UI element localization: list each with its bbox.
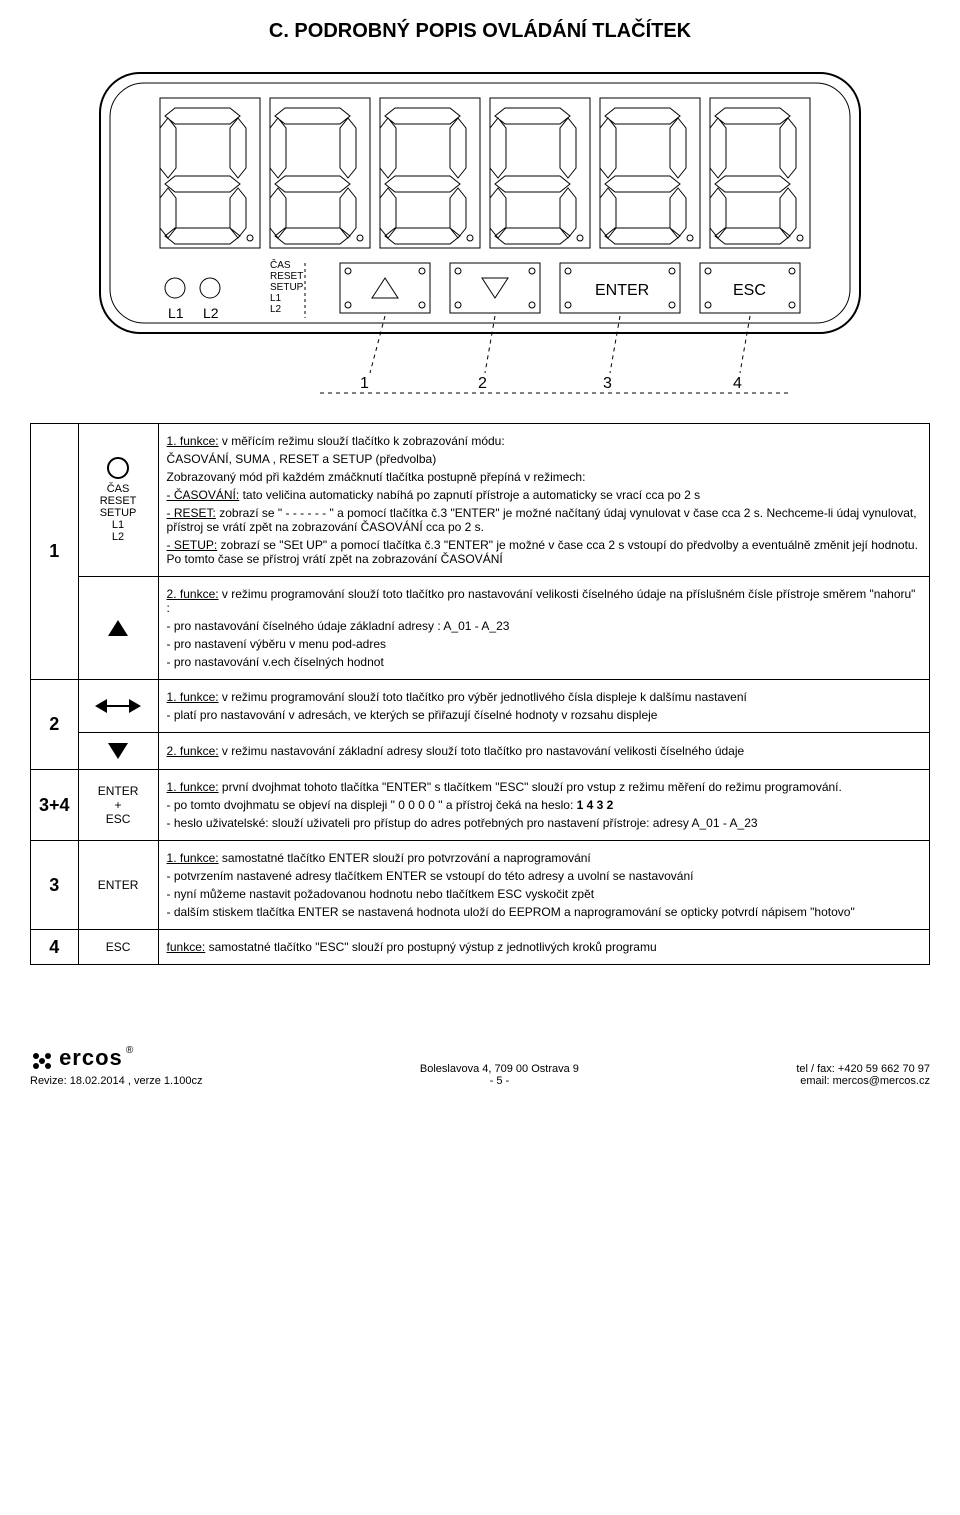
svg-text:ČAS: ČAS	[270, 258, 291, 271]
page-title: C. PODROBNÝ POPIS OVLÁDÁNÍ TLAČÍTEK	[30, 20, 930, 43]
row1-num: 1	[31, 424, 79, 680]
callout-4: 4	[733, 375, 742, 392]
row1-icon-up	[78, 577, 158, 680]
row34-desc: 1. funkce: první dvojhmat tohoto tlačítk…	[158, 770, 929, 841]
row1-desc-b: 2. funkce: v režimu programování slouží …	[158, 577, 929, 680]
footer: ercos ® Revize: 18.02.2014 , verze 1.100…	[30, 1045, 930, 1087]
row4-desc: funkce: samostatné tlačítko "ESC" slouží…	[158, 930, 929, 965]
logo-reg: ®	[126, 1045, 133, 1056]
btn-enter-label: ENTER	[595, 282, 649, 299]
footer-right: tel / fax: +420 59 662 70 97 email: merc…	[796, 1063, 930, 1087]
row2-desc-b: 2. funkce: v režimu nastavování základní…	[158, 733, 929, 770]
svg-text:L2: L2	[270, 304, 282, 315]
row4-num: 4	[31, 930, 79, 965]
row2-icon-down	[78, 733, 158, 770]
footer-email: email: mercos@mercos.cz	[796, 1075, 930, 1087]
row2-desc-a: 1. funkce: v režimu programování slouží …	[158, 680, 929, 733]
row34-num: 3+4	[31, 770, 79, 841]
row1-desc-a: 1. funkce: v měřícím režimu slouží tlačí…	[158, 424, 929, 577]
footer-center: Boleslavova 4, 709 00 Ostrava 9 - 5 -	[420, 1063, 579, 1087]
footer-tel: tel / fax: +420 59 662 70 97	[796, 1063, 930, 1075]
row2-icon-lr	[78, 680, 158, 733]
row1-icon-led: ČAS RESET SETUP L1 L2	[78, 424, 158, 577]
logo-text: ercos	[59, 1045, 123, 1070]
svg-text:RESET: RESET	[270, 271, 303, 282]
callout-2: 2	[478, 375, 487, 392]
button-group: ENTER ESC	[340, 263, 800, 313]
row3-icon: ENTER	[78, 841, 158, 930]
svg-text:L1: L1	[270, 293, 282, 304]
led-l2-label: L2	[203, 305, 219, 321]
row3-desc: 1. funkce: samostatné tlačítko ENTER slo…	[158, 841, 929, 930]
svg-text:SETUP: SETUP	[270, 282, 304, 293]
logo-icon	[30, 1050, 54, 1075]
description-table: 1 ČAS RESET SETUP L1 L2 1. funkce: v měř…	[30, 423, 930, 965]
footer-address: Boleslavova 4, 709 00 Ostrava 9	[420, 1063, 579, 1075]
footer-left: ercos ® Revize: 18.02.2014 , verze 1.100…	[30, 1045, 202, 1087]
callout-3: 3	[603, 375, 612, 392]
side-label: ČAS RESET SETUP L1 L2	[270, 258, 304, 315]
panel-diagram: L1 L2 ČAS RESET SETUP L1 L2 ENTER	[90, 63, 870, 403]
row2-num: 2	[31, 680, 79, 770]
footer-revize: Revize: 18.02.2014 , verze 1.100cz	[30, 1075, 202, 1087]
btn-esc-label: ESC	[733, 282, 766, 299]
row34-icon: ENTER + ESC	[78, 770, 158, 841]
led-l1-label: L1	[168, 305, 184, 321]
digit-boxes	[160, 98, 810, 248]
footer-page: - 5 -	[420, 1075, 579, 1087]
row3-num: 3	[31, 841, 79, 930]
callout-1: 1	[360, 375, 369, 392]
row4-icon: ESC	[78, 930, 158, 965]
